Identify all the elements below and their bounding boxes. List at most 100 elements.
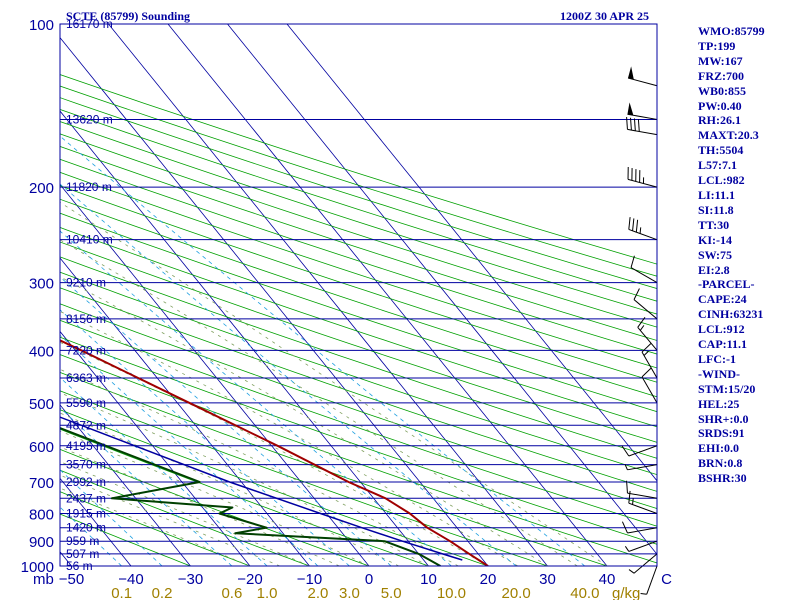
height-label: 2992 m <box>66 475 106 489</box>
temperature-tick-label: 30 <box>539 571 556 588</box>
wind-barb-flag <box>627 102 634 116</box>
wind-barb-full <box>635 219 639 233</box>
dry-adiabat-line <box>60 287 657 492</box>
wind-barb-full <box>633 118 636 131</box>
sounding-index: EI:2.8 <box>698 262 730 277</box>
dry-adiabat-line <box>60 146 657 341</box>
moist-adiabat-line <box>60 310 519 566</box>
temperature-tick-label: 40 <box>599 571 616 588</box>
temperature-tick-label: 0 <box>365 571 373 588</box>
wind-barb-half <box>643 350 649 356</box>
height-label: 507 m <box>66 547 99 561</box>
dry-adiabat-line <box>60 303 657 509</box>
wind-barb-full <box>633 288 640 300</box>
dry-adiabat-line <box>60 271 657 476</box>
sounding-index: STM:15/20 <box>698 381 756 396</box>
temperature-tick-label: −30 <box>178 571 203 588</box>
temperature-tick-label: 10 <box>420 571 437 588</box>
sounding-index: CAPE:24 <box>698 292 747 307</box>
wind-barb-shaft <box>637 327 658 351</box>
height-label: 1915 m <box>66 506 106 520</box>
dry-adiabat-line <box>60 158 657 355</box>
sounding-index: BSHR:30 <box>698 471 747 486</box>
mixing-ratio-label: 20.0 <box>501 585 530 600</box>
height-label: 4872 m <box>66 418 106 432</box>
sounding-index: HEL:25 <box>698 396 740 411</box>
sounding-index: MAXT:20.3 <box>698 128 759 143</box>
sounding-index: WMO:85799 <box>698 24 765 38</box>
height-label: 11820 m <box>66 180 112 194</box>
dry-adiabat-line <box>60 227 657 428</box>
dry-adiabat-line <box>60 212 657 413</box>
mixing-ratio-label: 0.6 <box>221 585 242 600</box>
isotherm-line <box>60 110 429 566</box>
sounding-index: L57:7.1 <box>698 158 737 173</box>
height-label: 1420 m <box>66 521 106 535</box>
isotherm-line <box>60 330 251 566</box>
isotherm-line <box>60 257 310 566</box>
wind-barb-shaft <box>627 113 658 120</box>
plot-frame <box>59 23 658 567</box>
wind-barb <box>641 343 658 379</box>
wind-barb <box>624 540 658 552</box>
dry-adiabat-line <box>60 428 429 566</box>
height-label: 4195 m <box>66 439 106 453</box>
dry-adiabat-line <box>60 121 657 315</box>
wind-barb-full <box>621 521 628 534</box>
wind-barb <box>627 167 658 188</box>
wind-barb <box>621 445 658 457</box>
wind-barb-shaft <box>633 299 658 320</box>
wind-barb-shaft <box>641 376 658 404</box>
isotherm-line <box>60 183 370 566</box>
chart-grid <box>60 24 657 566</box>
parcel-trace-line <box>60 416 463 561</box>
sounding-index: CINH:63231 <box>698 307 764 322</box>
wind-barb-shaft <box>627 128 658 136</box>
mixing-ratio-line <box>60 407 233 566</box>
sounding-index: TP:199 <box>698 38 736 53</box>
dry-adiabat-line <box>60 85 657 277</box>
temperature-tick-label: −20 <box>237 571 262 588</box>
wind-barb-half <box>639 325 645 331</box>
moist-adiabat-line <box>60 430 370 566</box>
pressure-tick-label: 900 <box>29 534 54 551</box>
sounding-index: -WIND- <box>698 366 740 381</box>
mixing-ratio-label: 1.0 <box>257 585 278 600</box>
mixing-ratio-label: 3.0 <box>339 585 360 600</box>
height-label: 6363 m <box>66 371 106 385</box>
wind-barb-half <box>628 569 635 574</box>
wind-barb-shaft <box>628 445 658 457</box>
pressure-tick-label: 1000 <box>21 559 54 576</box>
wind-barb-full <box>626 117 628 130</box>
pressure-unit-label: mb <box>33 571 54 588</box>
isotherm-line <box>227 24 657 555</box>
dry-adiabat-line <box>60 133 657 328</box>
wind-barb-full <box>641 343 652 353</box>
wind-barb <box>621 521 658 534</box>
dry-adiabat-line <box>60 97 657 290</box>
mixing-ratio-label: 0.1 <box>111 585 132 600</box>
pressure-tick-label: 800 <box>29 506 54 523</box>
wind-barb <box>628 490 658 514</box>
wind-barb-shaft <box>627 464 658 471</box>
sounding-index: CAP:11.1 <box>698 337 747 352</box>
wind-barb <box>627 66 658 87</box>
mixing-ratio-line <box>60 230 452 566</box>
moist-adiabat-line <box>60 239 578 566</box>
temperature-line <box>60 339 489 566</box>
isotherm-line <box>60 404 191 566</box>
temperature-tick-label: −50 <box>59 571 84 588</box>
temperature-tick-label: C <box>661 571 672 588</box>
dry-adiabat-line <box>60 319 657 527</box>
wind-barb-shaft <box>627 77 658 87</box>
mixing-ratio-line <box>60 377 268 566</box>
height-label: 10410 m <box>66 233 113 247</box>
height-label: 959 m <box>66 534 99 548</box>
wind-barb-full <box>637 317 646 328</box>
wind-barb-flag <box>628 66 634 80</box>
moist-adiabat-line <box>60 201 608 566</box>
dry-adiabat-line <box>60 109 657 302</box>
wind-barb <box>628 553 658 574</box>
sounding-index: BRN:0.8 <box>698 456 743 471</box>
